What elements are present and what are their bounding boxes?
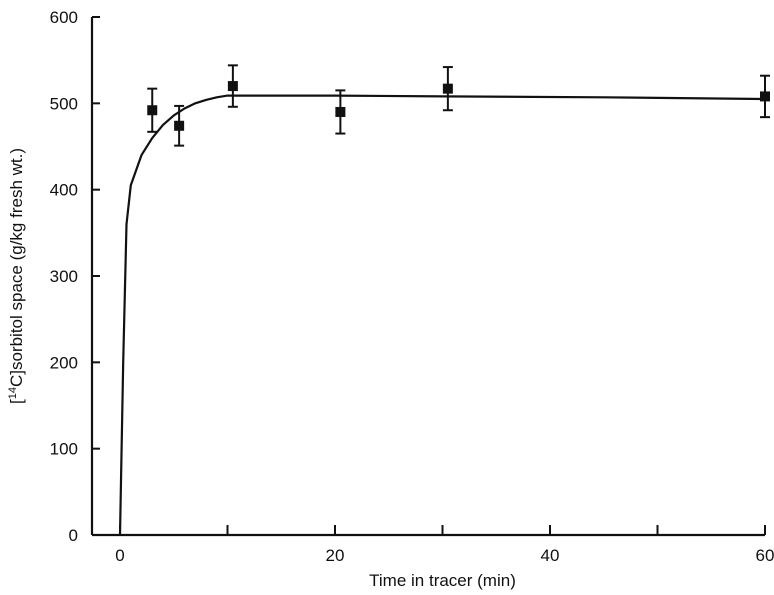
y-axis-title-rest: C]sorbitol space (g/kg fresh wt.) xyxy=(7,148,26,387)
y-tick-label: 500 xyxy=(50,94,78,113)
data-point-marker xyxy=(227,81,238,92)
fitted-curve xyxy=(118,94,766,536)
x-tick-label: 0 xyxy=(115,546,124,565)
fitted-curve-layer xyxy=(118,94,766,536)
x-tick-label: 60 xyxy=(756,546,774,565)
y-tick-label: 600 xyxy=(50,8,78,27)
data-point-marker xyxy=(335,106,346,117)
axes xyxy=(90,17,765,537)
y-tick-label: 100 xyxy=(50,440,78,459)
x-tick-label: 40 xyxy=(541,546,560,565)
y-axis-title-bracket: [ xyxy=(7,399,26,404)
data-point-marker xyxy=(760,91,770,102)
y-tick-label: 0 xyxy=(69,526,78,545)
y-tick-label: 400 xyxy=(50,181,78,200)
y-axis-title-superscript: 14 xyxy=(7,387,19,399)
data-point-marker xyxy=(442,83,453,94)
y-axis-title: [14C]sorbitol space (g/kg fresh wt.) xyxy=(7,148,26,404)
y-tick-label: 300 xyxy=(50,267,78,286)
x-axis-title: Time in tracer (min) xyxy=(369,571,516,590)
ticks: 0 100 200 300 400 500 600 0 20 40 60 xyxy=(50,8,774,565)
x-tick-label: 20 xyxy=(326,546,345,565)
data-point-marker xyxy=(147,105,158,116)
data-point-marker xyxy=(174,120,185,131)
y-tick-label: 200 xyxy=(50,353,78,372)
data-points-layer xyxy=(147,64,770,147)
